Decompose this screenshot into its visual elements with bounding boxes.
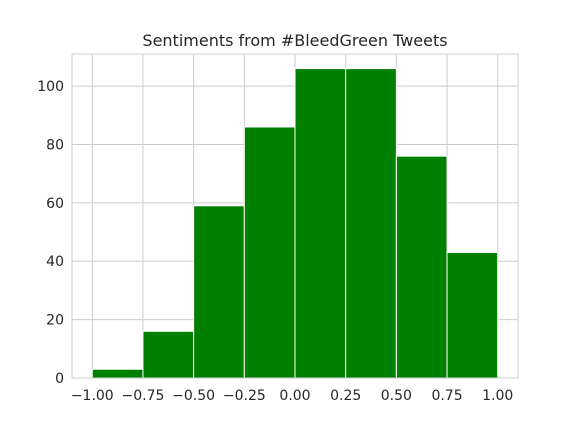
histogram-bar	[395, 155, 448, 379]
x-tick-label: 0.75	[431, 388, 462, 404]
y-tick-label: 100	[37, 79, 64, 95]
histogram-bar	[345, 68, 397, 379]
y-tick-label: 20	[46, 313, 64, 329]
x-tick-label: 1.00	[482, 388, 513, 404]
x-tick-label: −0.75	[122, 388, 165, 404]
chart-title: Sentiments from #BleedGreen Tweets	[142, 31, 447, 50]
histogram-bar	[193, 205, 245, 379]
histogram-bar	[91, 368, 144, 379]
y-tick-label: 40	[46, 254, 64, 270]
y-tick-label: 60	[46, 196, 64, 212]
histogram-bar	[142, 330, 195, 379]
bars-group	[91, 68, 499, 379]
histogram-bar	[243, 126, 296, 379]
x-tick-label: 0.50	[381, 388, 412, 404]
x-tick-label: −0.50	[172, 388, 215, 404]
y-tick-labels: 0 20 40 60 80 100	[37, 79, 64, 387]
x-tick-label: 0.25	[330, 388, 361, 404]
x-tick-label: 0.00	[279, 388, 310, 404]
y-tick-label: 0	[55, 371, 64, 387]
x-tick-labels: −1.00 −0.75 −0.50 −0.25 0.00 0.25 0.50 0.75 1.00	[71, 388, 513, 404]
plot-frame	[71, 53, 519, 379]
histogram-bar	[294, 68, 347, 379]
x-tick-label: −0.25	[223, 388, 266, 404]
y-tick-label: 80	[46, 137, 64, 153]
histogram-bar	[446, 251, 499, 379]
x-tick-label: −1.00	[71, 388, 114, 404]
